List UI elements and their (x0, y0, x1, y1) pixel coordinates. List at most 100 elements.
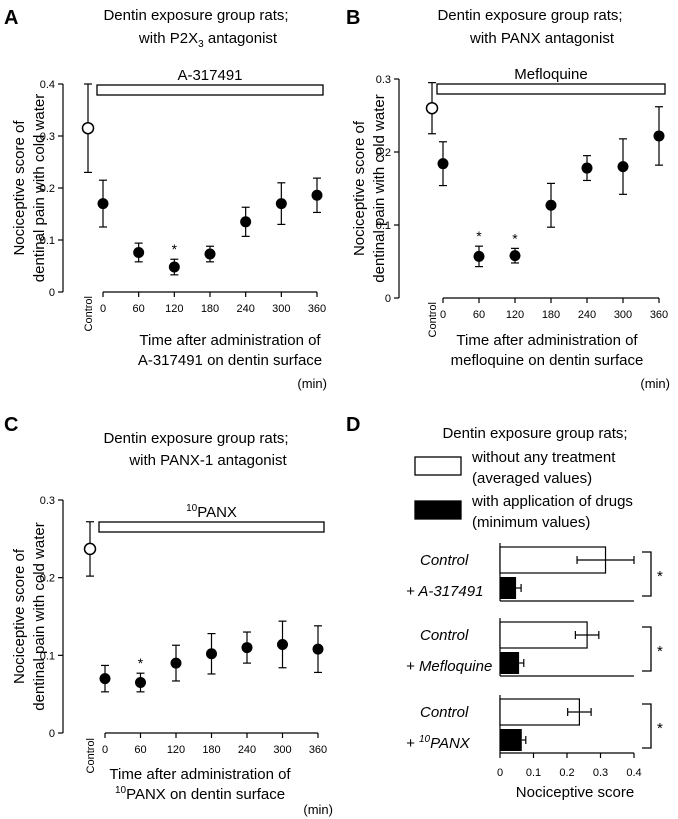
y-tick-label: 0.2 (376, 147, 391, 159)
group-label-prefix: + (406, 735, 419, 752)
y-axis-label-line2: dentinal pain with cold water (371, 94, 388, 282)
y-tick-label: 0.3 (376, 74, 391, 86)
data-point (168, 261, 180, 273)
x-tick-label: 0.2 (559, 767, 574, 779)
control-tick-label: Control (85, 738, 97, 773)
panel-title-line1: Dentin exposure group rats; (103, 7, 288, 24)
data-point (204, 248, 216, 260)
x-tick-label: 360 (650, 309, 668, 321)
x-label-main: A-317491 on dentin surface (138, 352, 322, 369)
x-tick-label: 120 (167, 744, 185, 756)
x-axis-unit: (min) (640, 376, 670, 391)
x-axis-label-line2: mefloquine on dentin surface (451, 352, 644, 369)
significance-marker: * (172, 241, 178, 257)
x-tick-label: 0.1 (526, 767, 541, 779)
legend-swatch (414, 500, 462, 520)
data-point (311, 189, 323, 201)
data-point (206, 648, 217, 660)
x-tick-label: 0 (100, 303, 106, 315)
control-point (81, 121, 95, 135)
group-label-prefix: + (406, 658, 419, 675)
title-suffix: antagonist (204, 30, 278, 47)
x-tick-label: 0 (497, 767, 503, 779)
legend-label-line2: (averaged values) (472, 470, 592, 487)
title-main: with P2X (138, 30, 198, 47)
group-label-line2: + 10PANX (406, 734, 471, 752)
data-point (97, 198, 109, 210)
data-point (509, 250, 521, 262)
group-label-line1: Control (420, 704, 469, 721)
group-label-line2: + Mefloquine (406, 658, 492, 675)
control-point (425, 101, 439, 115)
significance-bracket (642, 703, 652, 749)
x-axis-label-line2: 10PANX on dentin surface (115, 785, 285, 803)
control-tick-label: Control (83, 296, 95, 331)
x-tick-label: 300 (273, 744, 291, 756)
legend-label-line1: without any treatment (471, 449, 616, 466)
legend-label-line2: (minimum values) (472, 514, 590, 531)
group-label-line1: Control (420, 552, 469, 569)
x-axis-label-line1: Time after administration of (139, 332, 321, 349)
significance-marker: * (138, 655, 144, 671)
title-subscript: 3 (198, 39, 204, 50)
data-point (170, 657, 182, 669)
data-point (277, 638, 288, 650)
panel-label: C (4, 414, 18, 436)
significance-marker: * (657, 568, 663, 585)
y-axis-label-line1: Nociceptive score of (11, 548, 28, 684)
drug-bar-name: A-317491 (177, 67, 242, 84)
y-axis-label-line1: Nociceptive score of (351, 120, 368, 256)
data-point (312, 643, 324, 655)
x-axis-label-line1: Time after administration of (456, 332, 638, 349)
drug-bar-label: Mefloquine (514, 66, 587, 83)
group-label-prefix: + (406, 583, 418, 600)
panel-title-line1: Dentin exposure group rats; (437, 7, 622, 24)
y-axis-label-line2: dentinal pain with cold water (31, 94, 48, 282)
significance-bracket (642, 626, 652, 672)
x-tick-label: 360 (309, 744, 327, 756)
y-tick-label: 0 (49, 728, 55, 740)
data-point (275, 198, 287, 210)
data-point (653, 130, 665, 142)
y-tick-label: 0.1 (40, 650, 55, 662)
y-tick-label: 0 (385, 293, 391, 305)
bar-with-drugs (500, 652, 520, 674)
data-point (473, 250, 485, 262)
panel-title-line2: with PANX-1 antagonist (128, 452, 287, 469)
x-tick-label: 0 (102, 744, 108, 756)
x-axis-label: Nociceptive score (516, 784, 634, 801)
x-tick-label: 240 (236, 303, 254, 315)
legend-swatch (414, 456, 462, 476)
x-tick-label: 0.4 (626, 767, 641, 779)
x-tick-label: 60 (473, 309, 485, 321)
panel-title-line1: Dentin exposure group rats; (103, 430, 288, 447)
panel-label: B (346, 7, 360, 29)
significance-marker: * (657, 643, 663, 660)
significance-bracket (642, 551, 652, 597)
drug-bar-superscript: 10 (186, 503, 198, 514)
data-point (617, 161, 629, 173)
x-tick-label: 240 (578, 309, 596, 321)
y-axis-label-line1: Nociceptive score of (11, 120, 28, 256)
group-label-line2: + A-317491 (406, 583, 483, 600)
x-tick-label: 120 (506, 309, 524, 321)
group-label-name: A-317491 (417, 583, 483, 600)
panel-c: C Dentin exposure group rats; with PANX-1 … (4, 414, 333, 817)
x-tick-label: 360 (308, 303, 326, 315)
group-label-line1: Control (420, 627, 469, 644)
x-label-main: PANX on dentin surface (126, 786, 285, 803)
bar-group: Control+ A-317491* (406, 543, 663, 602)
y-tick-label: 0.3 (40, 495, 55, 507)
y-tick-label: 0.2 (40, 573, 55, 585)
x-tick-label: 240 (238, 744, 256, 756)
group-label-superscript: 10 (419, 734, 431, 745)
x-label-main: mefloquine on dentin surface (451, 352, 644, 369)
drug-bar-name: PANX (197, 504, 237, 521)
x-tick-label: 300 (614, 309, 632, 321)
x-axis-label-line2: A-317491 on dentin surface (138, 352, 322, 369)
data-point (99, 673, 111, 685)
x-tick-label: 120 (165, 303, 183, 315)
title-main: with PANX antagonist (469, 30, 615, 47)
y-tick-label: 0 (49, 287, 55, 299)
